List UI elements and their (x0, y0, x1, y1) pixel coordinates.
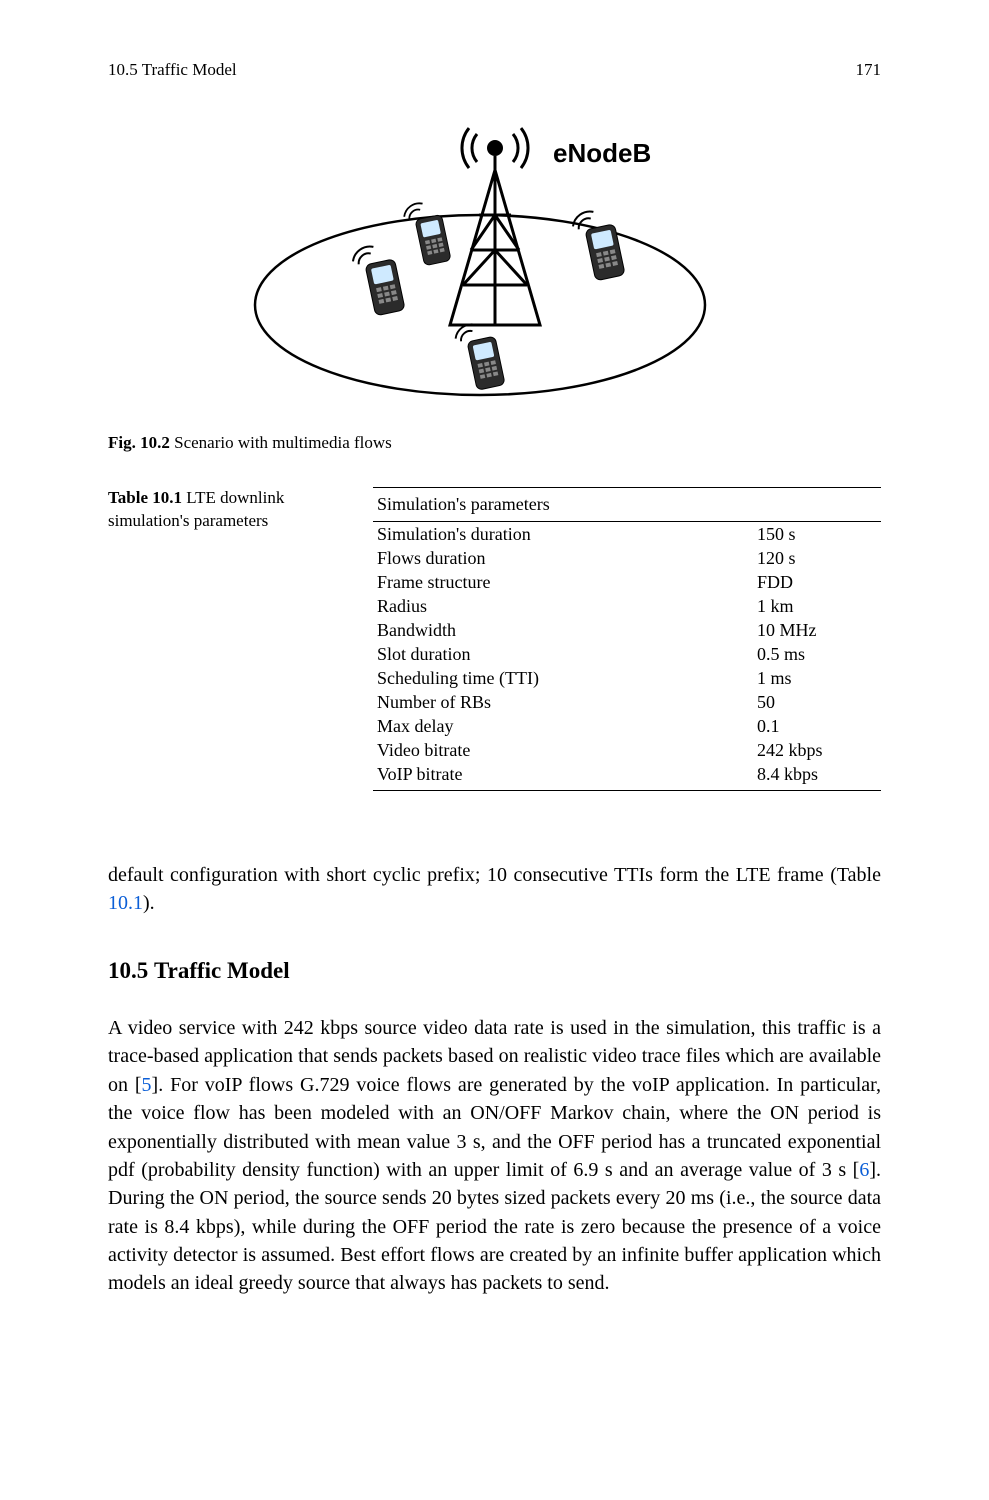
table-row: Max delay0.1 (373, 714, 881, 738)
param-name: Slot duration (373, 642, 753, 666)
table-row: Scheduling time (TTI)1 ms (373, 666, 881, 690)
para1-a: default configuration with short cyclic … (108, 864, 881, 886)
running-head-right: 171 (856, 60, 882, 80)
body-text: default configuration with short cyclic … (108, 861, 881, 1298)
table-header: Simulation's parameters (373, 488, 881, 522)
param-name: Flows duration (373, 546, 753, 570)
section-heading: 10.5 Traffic Model (108, 955, 881, 988)
section-number: 10.5 (108, 958, 148, 983)
para1-b: ). (143, 892, 155, 914)
table-row: Bandwidth10 MHz (373, 618, 881, 642)
param-name: Video bitrate (373, 738, 753, 762)
param-name: Simulation's duration (373, 522, 753, 547)
param-name: Scheduling time (TTI) (373, 666, 753, 690)
param-name: Radius (373, 594, 753, 618)
para2-b: ]. For voIP flows G.729 voice flows are … (108, 1074, 881, 1181)
ue-phone-icon (570, 207, 625, 283)
param-value: 0.1 (753, 714, 881, 738)
table-row: Video bitrate242 kbps (373, 738, 881, 762)
parameters-table: Simulation's parameters Simulation's dur… (373, 487, 881, 791)
param-name: Max delay (373, 714, 753, 738)
param-value: 50 (753, 690, 881, 714)
table-ref-link[interactable]: 10.1 (108, 892, 143, 914)
figure-10-2: eNodeB (108, 110, 881, 415)
ue-phone-icon (402, 199, 451, 268)
param-value: 10 MHz (753, 618, 881, 642)
table-caption: Table 10.1 LTE downlink simulation's par… (108, 487, 373, 533)
param-value: 120 s (753, 546, 881, 570)
running-head-left: 10.5 Traffic Model (108, 60, 237, 80)
param-name: Frame structure (373, 570, 753, 594)
ue-phone-icon (350, 242, 405, 318)
enodeb-label: eNodeB (553, 138, 651, 168)
param-name: Number of RBs (373, 690, 753, 714)
section-title: Traffic Model (154, 958, 290, 983)
param-value: 150 s (753, 522, 881, 547)
parameters-table-body: Simulation's duration150 sFlows duration… (373, 522, 881, 791)
param-value: 1 ms (753, 666, 881, 690)
figure-label: Fig. 10.2 (108, 433, 170, 452)
table-10-1-block: Table 10.1 LTE downlink simulation's par… (108, 487, 881, 791)
page: 10.5 Traffic Model 171 (0, 0, 989, 1500)
param-name: Bandwidth (373, 618, 753, 642)
table-row: Frame structureFDD (373, 570, 881, 594)
table-row: Slot duration0.5 ms (373, 642, 881, 666)
table-row: Flows duration120 s (373, 546, 881, 570)
param-name: VoIP bitrate (373, 762, 753, 790)
figure-caption: Fig. 10.2 Scenario with multimedia flows (108, 433, 881, 453)
table-row: Simulation's duration150 s (373, 522, 881, 547)
citation-6[interactable]: 6 (859, 1159, 869, 1181)
figure-caption-text: Scenario with multimedia flows (170, 433, 392, 452)
param-value: 8.4 kbps (753, 762, 881, 790)
table-row: VoIP bitrate8.4 kbps (373, 762, 881, 790)
table-row: Number of RBs50 (373, 690, 881, 714)
table-row: Radius1 km (373, 594, 881, 618)
paragraph-pre-section: default configuration with short cyclic … (108, 861, 881, 918)
running-head: 10.5 Traffic Model 171 (108, 60, 881, 80)
cell-diagram: eNodeB (235, 110, 755, 410)
ue-phone-icon (453, 320, 505, 393)
paragraph-traffic-model: A video service with 242 kbps source vid… (108, 1014, 881, 1298)
param-value: 0.5 ms (753, 642, 881, 666)
param-value: 1 km (753, 594, 881, 618)
param-value: 242 kbps (753, 738, 881, 762)
citation-5[interactable]: 5 (142, 1074, 152, 1096)
param-value: FDD (753, 570, 881, 594)
table-label: Table 10.1 (108, 488, 182, 507)
